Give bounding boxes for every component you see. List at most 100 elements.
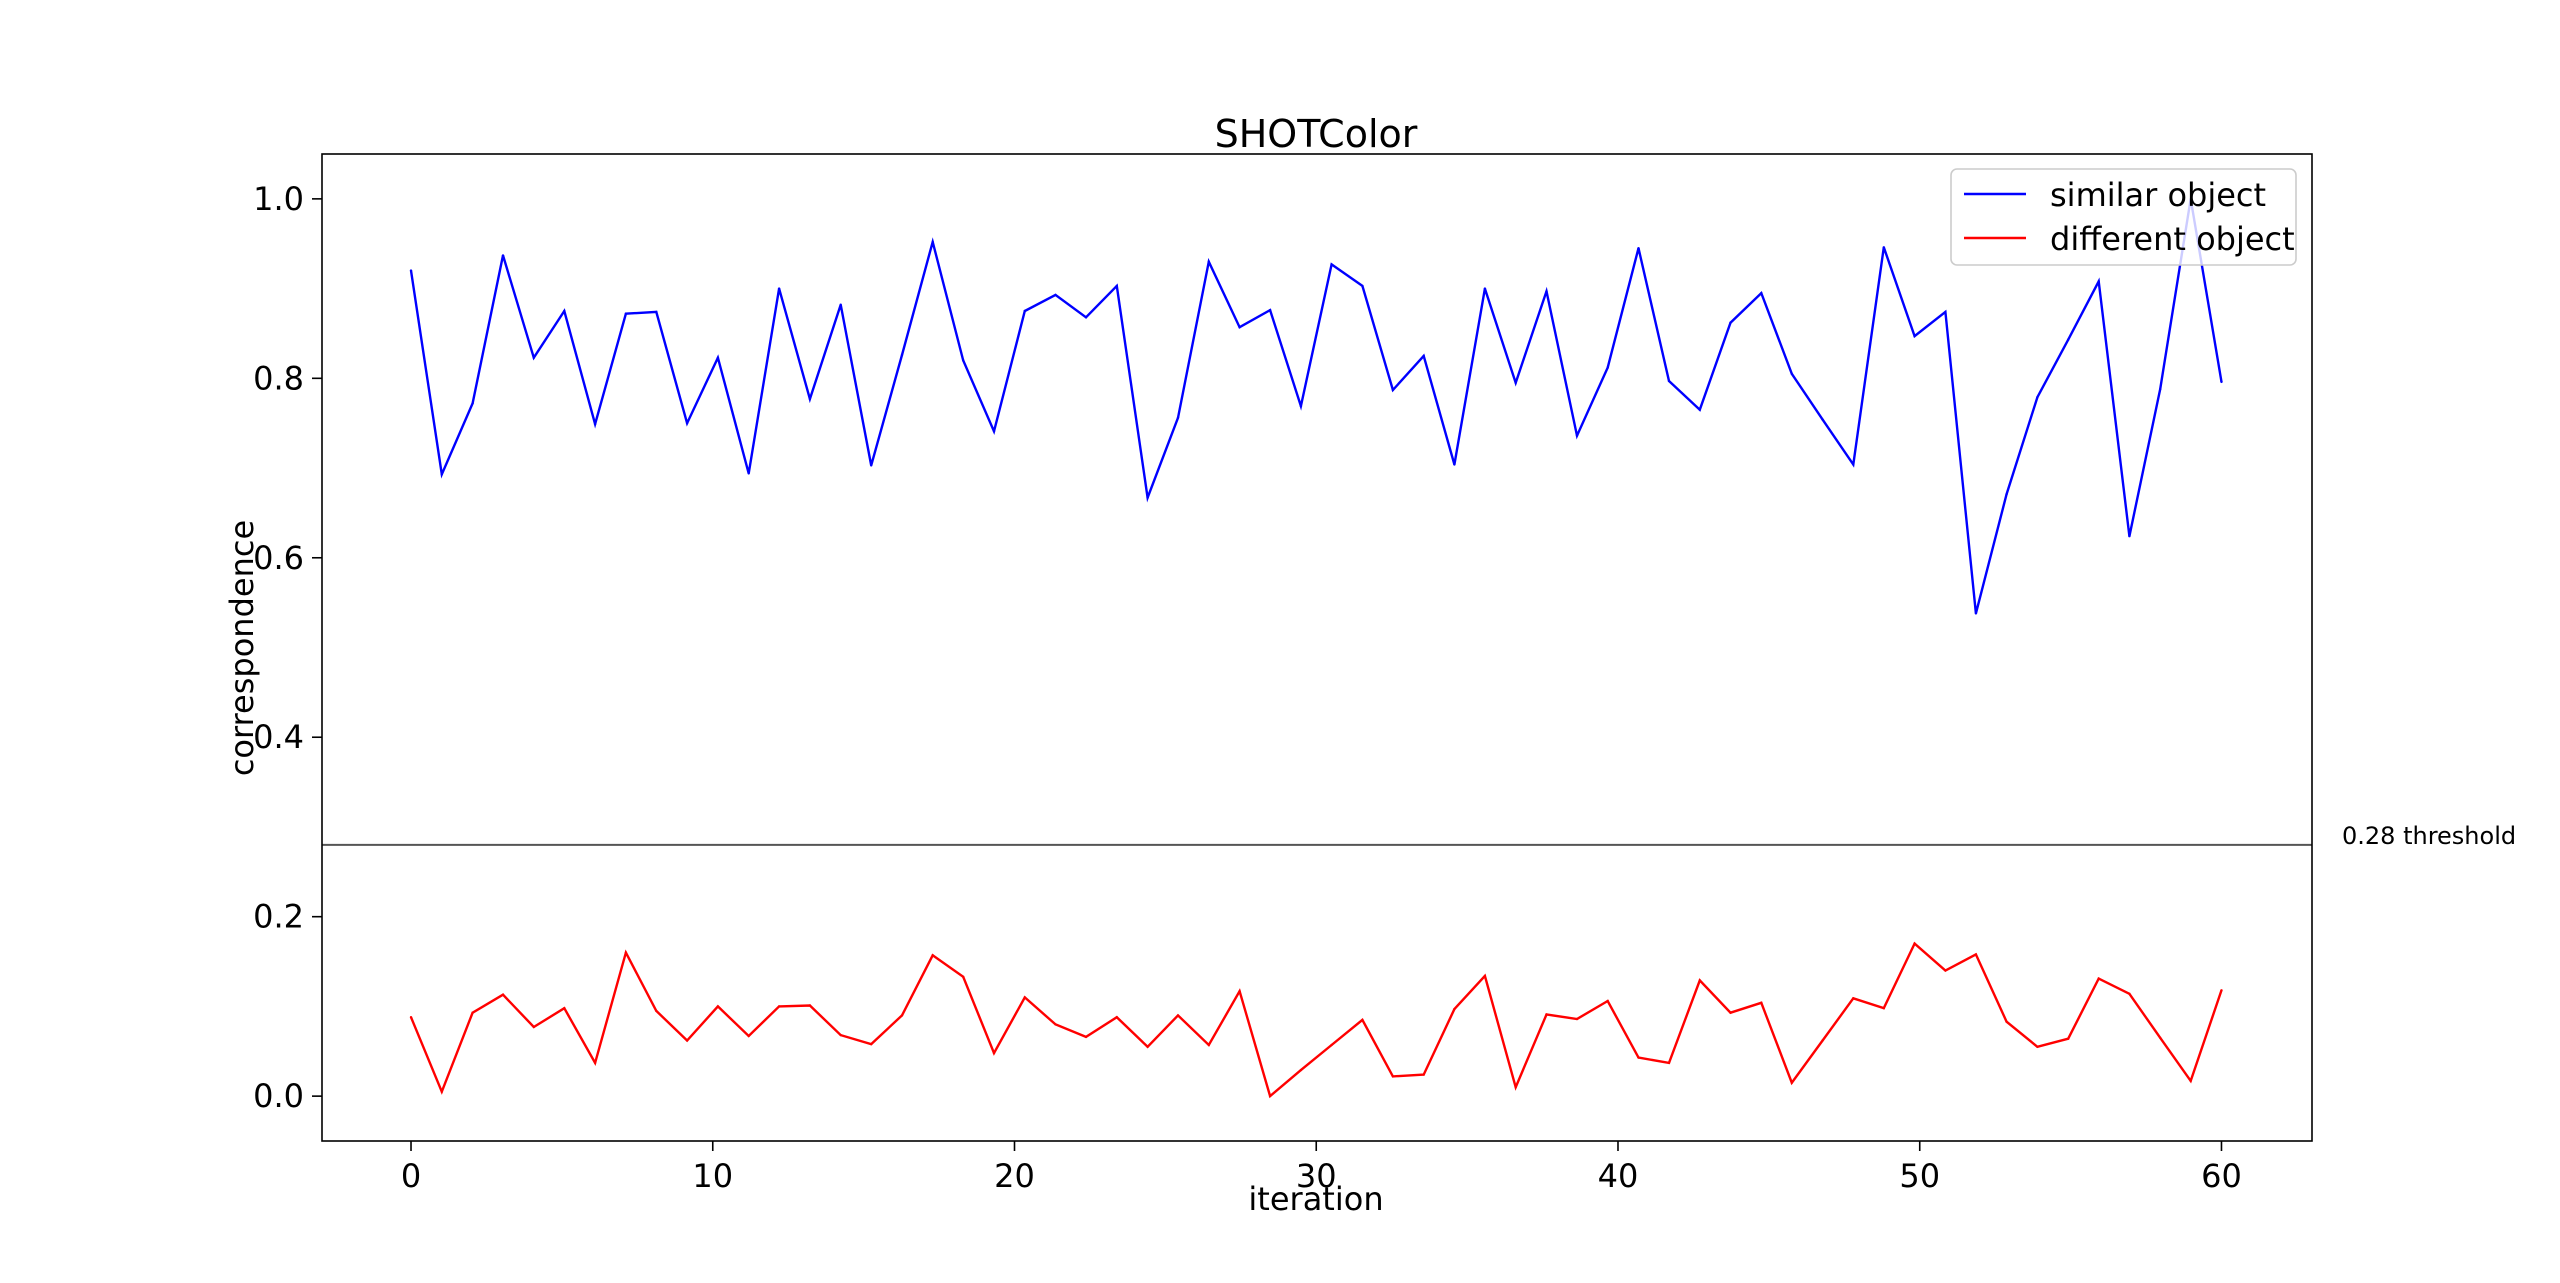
data-point-different-object (1514, 1086, 1517, 1089)
data-point-similar-object (1115, 284, 1119, 288)
data-point-different-object (2005, 1020, 2008, 1023)
data-point-different-object (777, 1005, 781, 1008)
data-point-different-object (2159, 1036, 2162, 1040)
data-point-similar-object (1606, 366, 1609, 369)
data-point-different-object (2189, 1079, 2192, 1083)
y-tick-label: 0.2 (253, 898, 304, 936)
data-point-different-object (1974, 953, 1978, 956)
data-point-similar-object (808, 397, 812, 401)
x-tick-label: 60 (2201, 1157, 2242, 1195)
data-point-different-object (1698, 979, 1702, 982)
data-point-similar-object (1483, 287, 1487, 290)
data-point-similar-object (1361, 284, 1364, 288)
data-point-similar-object (870, 464, 873, 467)
x-tick-label: 40 (1598, 1157, 1639, 1195)
series-layer (409, 197, 2223, 1099)
data-point-different-object (1299, 1068, 1303, 1072)
y-tick-label: 1.0 (253, 180, 304, 218)
data-point-different-object (1760, 1001, 1763, 1004)
data-point-different-object (716, 1005, 720, 1008)
data-point-different-object (900, 1014, 904, 1017)
data-point-different-object (1084, 1035, 1088, 1039)
data-point-similar-object (2036, 396, 2039, 399)
data-point-similar-object (1238, 326, 1241, 329)
y-tick-label: 0.0 (253, 1077, 304, 1115)
data-point-similar-object (839, 303, 842, 306)
legend: similar object different object (1950, 168, 2297, 266)
data-point-different-object (1054, 1023, 1057, 1026)
x-axis-ticks: 0 10 20 30 40 50 60 (401, 1141, 2242, 1195)
data-point-similar-object (501, 254, 505, 257)
data-point-different-object (1729, 1011, 1732, 1014)
data-point-similar-object (1729, 321, 1732, 324)
data-point-different-object (655, 1009, 658, 1013)
data-point-similar-object (2005, 492, 2008, 496)
data-point-similar-object (962, 359, 965, 362)
data-point-different-object (1913, 942, 1916, 945)
y-tick-label: 0.6 (253, 539, 304, 577)
data-point-similar-object (1084, 316, 1088, 319)
data-point-similar-object (440, 473, 443, 476)
y-axis-ticks: 0.0 0.2 0.4 0.6 0.8 1.0 (253, 180, 322, 1115)
data-point-similar-object (1575, 434, 1579, 437)
data-point-similar-object (2067, 338, 2070, 341)
data-point-similar-object (900, 353, 904, 357)
chart-title: SHOTColor (1215, 112, 1418, 156)
x-tick-label: 50 (1899, 1157, 1940, 1195)
data-point-similar-object (931, 240, 934, 244)
data-point-different-object (1453, 1007, 1456, 1011)
data-point-similar-object (409, 269, 413, 272)
data-point-different-object (1422, 1073, 1425, 1076)
data-point-different-object (1330, 1043, 1333, 1047)
data-point-similar-object (1944, 310, 1947, 314)
legend-label-different-object: different object (2050, 220, 2295, 258)
data-point-different-object (2097, 977, 2100, 980)
data-point-different-object (532, 1025, 535, 1029)
data-point-similar-object (1545, 290, 1548, 293)
data-point-similar-object (685, 422, 689, 425)
data-point-similar-object (563, 309, 566, 313)
series-line-similar-object (409, 198, 2223, 614)
data-point-different-object (2067, 1037, 2070, 1040)
data-point-different-object (992, 1051, 996, 1055)
data-point-similar-object (1882, 246, 1886, 249)
data-point-different-object (1115, 1016, 1119, 1019)
data-point-different-object (440, 1090, 443, 1093)
data-point-similar-object (1637, 247, 1640, 250)
data-point-similar-object (777, 287, 781, 290)
data-point-different-object (962, 975, 965, 978)
data-point-different-object (2220, 989, 2223, 992)
data-point-similar-object (1207, 260, 1211, 263)
data-point-different-object (1268, 1094, 1272, 1098)
x-tick-label: 20 (994, 1157, 1035, 1195)
data-point-similar-object (1913, 334, 1916, 338)
data-point-similar-object (1852, 463, 1855, 466)
data-point-similar-object (1299, 404, 1303, 408)
data-point-different-object (1852, 997, 1855, 1000)
data-point-similar-object (1268, 308, 1272, 312)
data-point-different-object (839, 1033, 842, 1037)
data-point-different-object (1606, 999, 1609, 1003)
data-point-similar-object (532, 356, 535, 359)
x-tick-label: 30 (1296, 1157, 1337, 1195)
data-point-similar-object (1023, 309, 1026, 313)
data-point-similar-object (1698, 408, 1702, 411)
data-point-different-object (1944, 969, 1947, 972)
data-point-different-object (1545, 1013, 1548, 1016)
data-point-similar-object (1514, 381, 1517, 384)
data-point-similar-object (2159, 387, 2162, 391)
data-point-different-object (1667, 1061, 1671, 1065)
data-point-similar-object (655, 310, 658, 314)
data-point-different-object (2128, 992, 2131, 995)
data-point-different-object (1882, 1007, 1886, 1010)
data-point-similar-object (716, 356, 720, 359)
data-point-different-object (747, 1034, 750, 1038)
threshold-layer: 0.28 threshold (322, 822, 2516, 850)
y-tick-label: 0.4 (253, 718, 304, 756)
data-point-similar-object (593, 422, 597, 426)
data-point-different-object (685, 1039, 689, 1042)
x-tick-label: 0 (401, 1157, 421, 1195)
data-point-similar-object (747, 472, 750, 475)
